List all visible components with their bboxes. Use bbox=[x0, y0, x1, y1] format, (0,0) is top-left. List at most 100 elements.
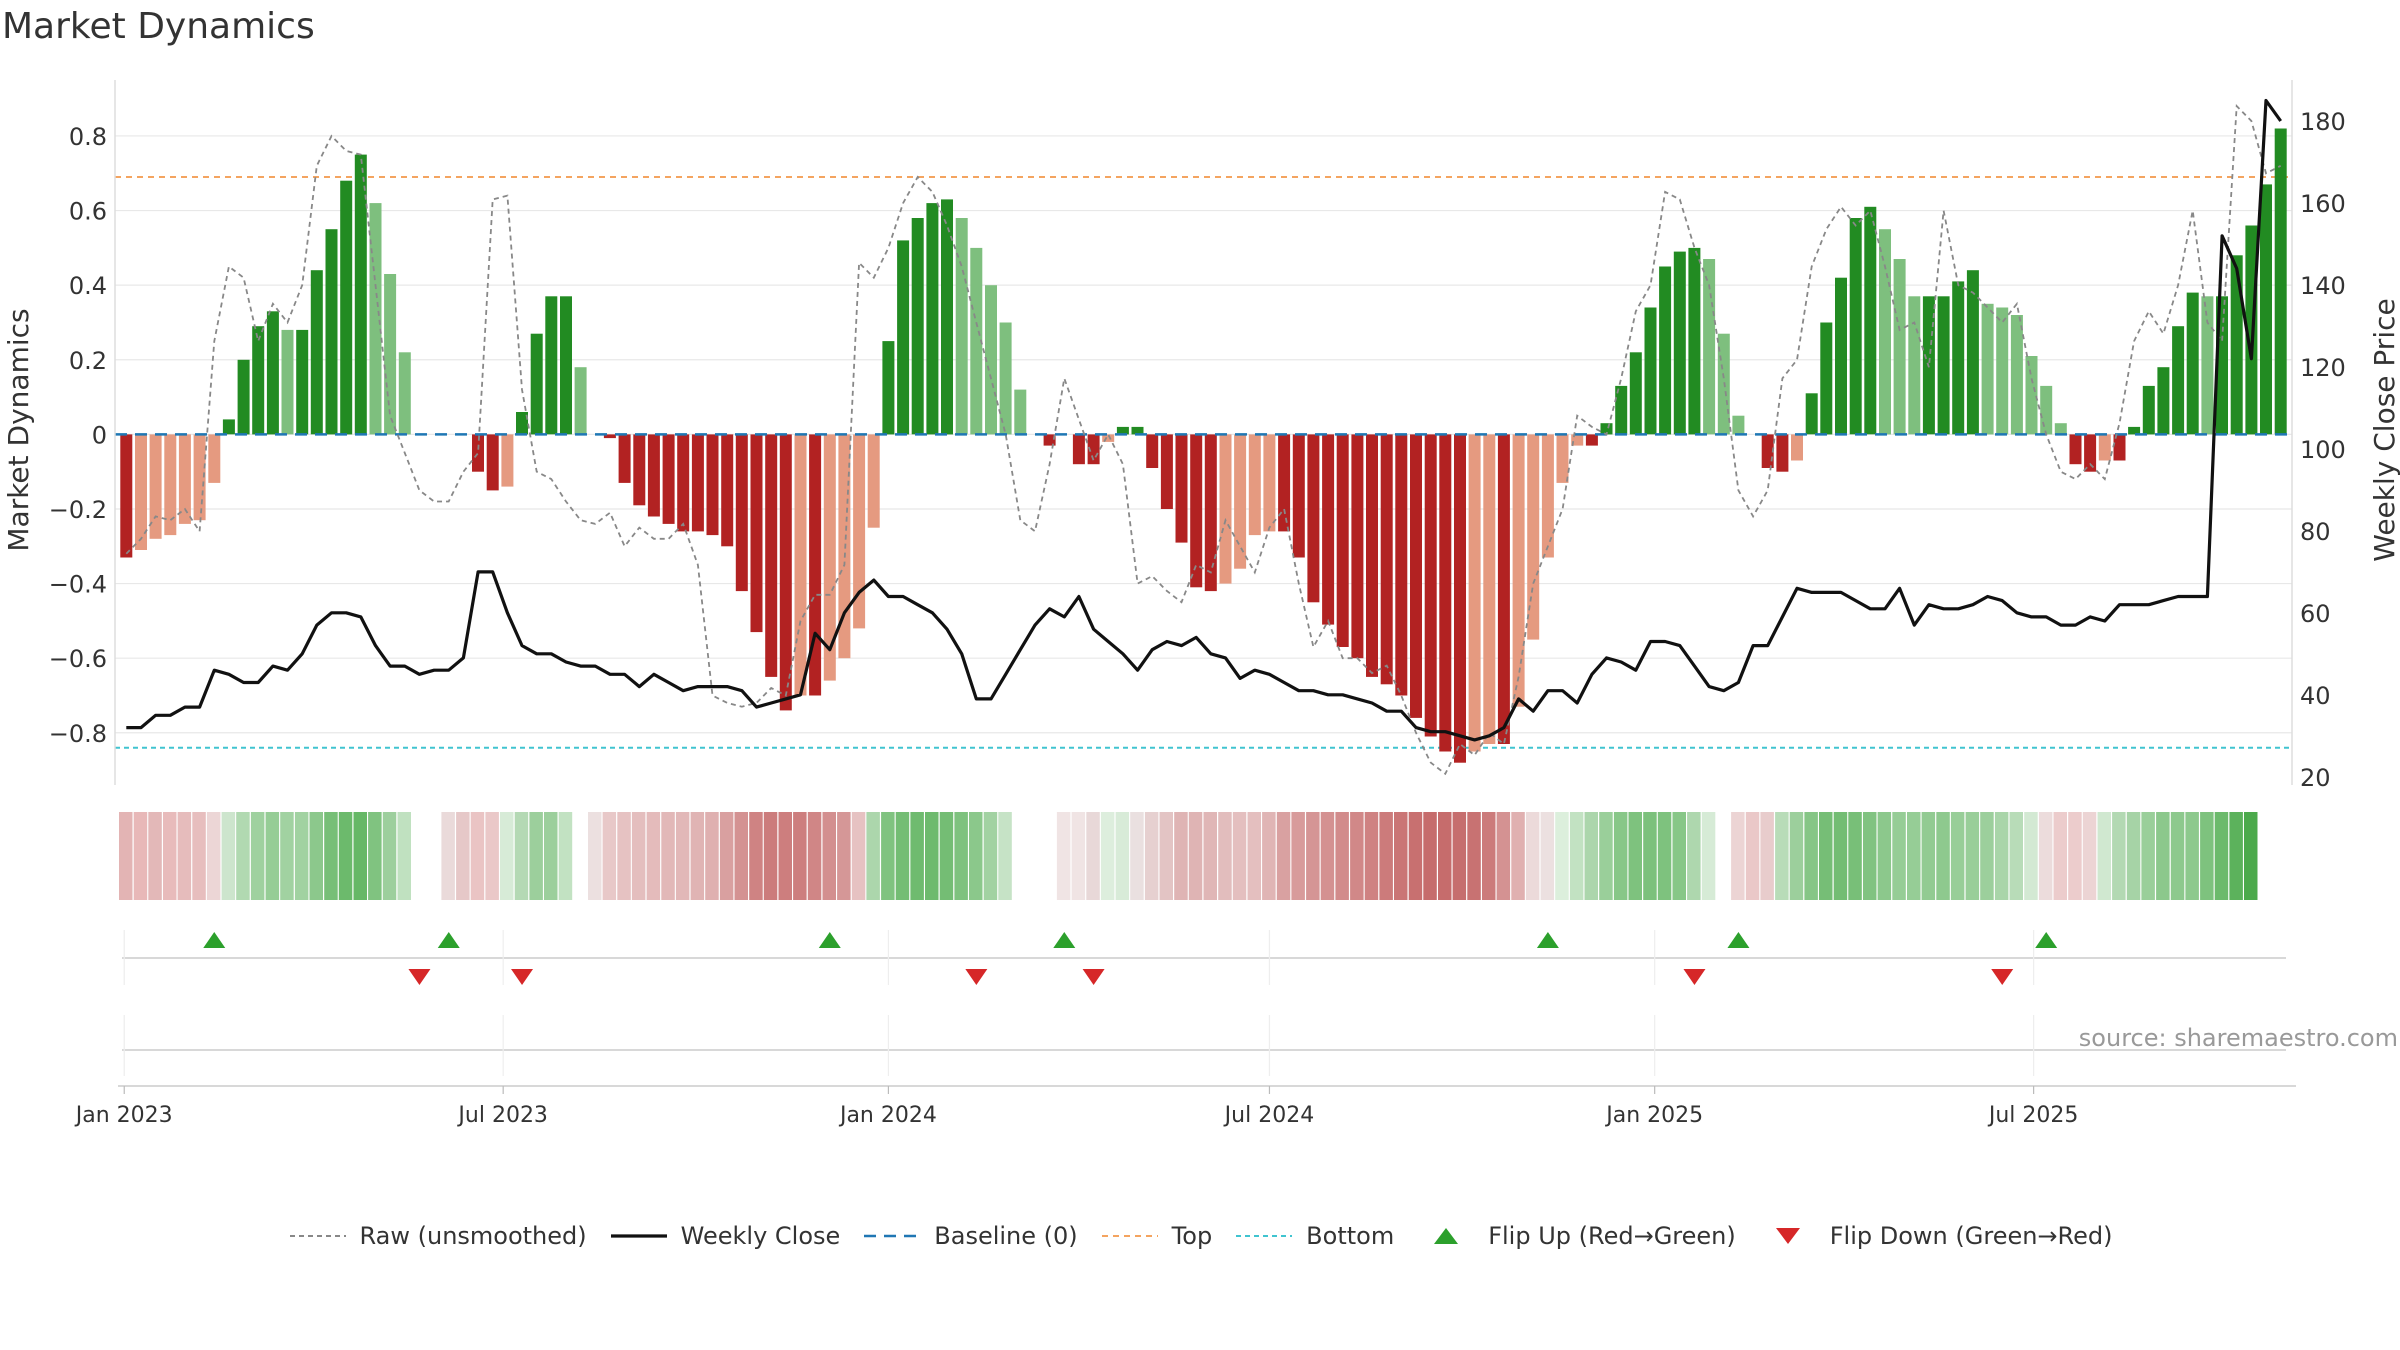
dotted-line-icon bbox=[289, 1235, 346, 1237]
dynamics-bar bbox=[2069, 434, 2082, 465]
flip-markers-panel bbox=[122, 930, 2286, 985]
ribbon-cell bbox=[148, 812, 162, 900]
dotted-line-icon bbox=[1236, 1235, 1293, 1237]
ribbon-cell bbox=[2229, 812, 2243, 900]
flip-down-marker bbox=[1683, 969, 1706, 985]
dynamics-bar bbox=[1454, 434, 1466, 763]
axes: 0.8 0.6 0.4 0.2 0 −0.2 −0.4 −0.6 −0.8 180 160 140 12… bbox=[49, 80, 2346, 792]
ribbon-cell bbox=[925, 812, 939, 900]
y2-tick-label: 80 bbox=[2300, 518, 2331, 546]
ribbon-cell bbox=[368, 812, 382, 900]
flip-up-marker bbox=[818, 932, 841, 948]
flip-up-marker bbox=[1727, 932, 1750, 948]
y2-tick-label: 20 bbox=[2300, 764, 2331, 792]
x-tick-label: Jul 2023 bbox=[456, 1103, 548, 1128]
ribbon-cell bbox=[1350, 812, 1364, 900]
ribbon-cell bbox=[544, 812, 558, 900]
ribbon-cell bbox=[1643, 812, 1657, 900]
ribbon-cell bbox=[2141, 812, 2155, 900]
ribbon-cell bbox=[1188, 812, 1203, 900]
dynamics-bar bbox=[208, 434, 221, 483]
ribbon-cell bbox=[133, 812, 148, 900]
flip-down-marker bbox=[408, 969, 431, 985]
dynamics-bar bbox=[1131, 426, 1144, 435]
dynamics-bar bbox=[1102, 434, 1115, 442]
ribbon-cell bbox=[602, 812, 617, 900]
ribbon-cell bbox=[588, 812, 602, 900]
dynamics-bar bbox=[2201, 296, 2214, 435]
dynamics-bar bbox=[1380, 434, 1393, 685]
ribbon-cell bbox=[1540, 812, 1555, 900]
dynamics-bar bbox=[1468, 434, 1481, 752]
dynamics-bar bbox=[574, 367, 587, 435]
ribbon-cell bbox=[1775, 812, 1789, 900]
ribbon-cell bbox=[1657, 812, 1672, 900]
dynamics-bar bbox=[647, 434, 660, 517]
ribbon-cell bbox=[1877, 812, 1892, 900]
ribbon-cell bbox=[1892, 812, 1906, 900]
dynamics-bar bbox=[193, 434, 206, 521]
legend: Raw (unsmoothed) Weekly Close Baseline (0)… bbox=[0, 1216, 2400, 1256]
ribbon-cell bbox=[397, 812, 411, 900]
ribbon-cell bbox=[1100, 812, 1115, 900]
ribbon-cell bbox=[1584, 812, 1598, 900]
ribbon-cell bbox=[2082, 812, 2097, 900]
dynamics-bar bbox=[1673, 251, 1686, 435]
ribbon-cell bbox=[1482, 812, 1496, 900]
triangle-up-icon bbox=[1434, 1228, 1459, 1244]
dynamics-bar bbox=[926, 203, 939, 435]
dynamics-bar bbox=[1541, 434, 1554, 558]
y2-axis-label: Weekly Close Price bbox=[2368, 298, 2400, 561]
dynamics-bar bbox=[1190, 434, 1203, 588]
weekly-close-line bbox=[126, 98, 2283, 742]
dynamics-bar bbox=[1556, 434, 1569, 483]
y2-tick-label: 140 bbox=[2300, 272, 2346, 300]
y-tick-label: 0 bbox=[92, 421, 107, 449]
x-axis-ticks: Jan 2023 Jul 2023 Jan 2024 Jul 2024 Jan 2025… bbox=[74, 1086, 2078, 1128]
dynamics-bar bbox=[1366, 434, 1378, 677]
y-tick-label: −0.8 bbox=[49, 720, 107, 748]
ribbon-cell bbox=[1408, 812, 1423, 900]
ribbon-cell bbox=[1525, 812, 1540, 900]
ribbon-cell bbox=[206, 812, 221, 900]
ribbon-cell bbox=[837, 812, 851, 900]
dynamics-bar bbox=[1263, 434, 1276, 532]
dynamics-bar bbox=[252, 326, 265, 435]
dynamics-bar bbox=[2113, 434, 2126, 461]
ribbon-cell bbox=[1262, 812, 1276, 900]
dynamics-bar bbox=[1879, 229, 1891, 435]
dynamics-bar bbox=[1483, 434, 1496, 744]
dynamics-bar bbox=[706, 434, 719, 536]
chart-title: Market Dynamics bbox=[2, 6, 315, 47]
dynamics-bar bbox=[1043, 434, 1056, 446]
legend-item-close: Weekly Close bbox=[609, 1222, 840, 1250]
dynamics-bar bbox=[1248, 434, 1261, 536]
ribbon-cell bbox=[1335, 812, 1349, 900]
dynamics-bar bbox=[2274, 128, 2287, 435]
ribbon-cell bbox=[1936, 812, 1950, 900]
dynamics-bar bbox=[1659, 266, 1672, 435]
ribbon-cell bbox=[1306, 812, 1320, 900]
ribbon-cell bbox=[456, 812, 470, 900]
dynamics-bar bbox=[2040, 385, 2053, 435]
dynamics-bar bbox=[354, 154, 367, 435]
ribbon-cell bbox=[661, 812, 675, 900]
ribbon-cell bbox=[617, 812, 631, 900]
y-tick-label: 0.8 bbox=[69, 123, 107, 151]
x-tick-label: Jul 2024 bbox=[1223, 1103, 1315, 1128]
dynamics-bar bbox=[1307, 434, 1320, 603]
ribbon-cell bbox=[1496, 812, 1511, 900]
ribbon-cell bbox=[265, 812, 280, 900]
dynamics-bar bbox=[1439, 434, 1452, 752]
ribbon-cell bbox=[1042, 812, 1056, 900]
dynamics-bar bbox=[941, 199, 953, 435]
dynamics-bar bbox=[1835, 277, 1847, 435]
dynamics-bar bbox=[398, 352, 411, 435]
dynamics-bar bbox=[618, 434, 631, 483]
dynamics-bar bbox=[1175, 434, 1188, 543]
y-tick-label: −0.4 bbox=[49, 571, 107, 599]
ribbon-cell bbox=[1555, 812, 1569, 900]
ribbon-cell bbox=[1394, 812, 1408, 900]
dynamics-bar bbox=[1292, 434, 1305, 558]
ribbon-cell bbox=[1159, 812, 1173, 900]
